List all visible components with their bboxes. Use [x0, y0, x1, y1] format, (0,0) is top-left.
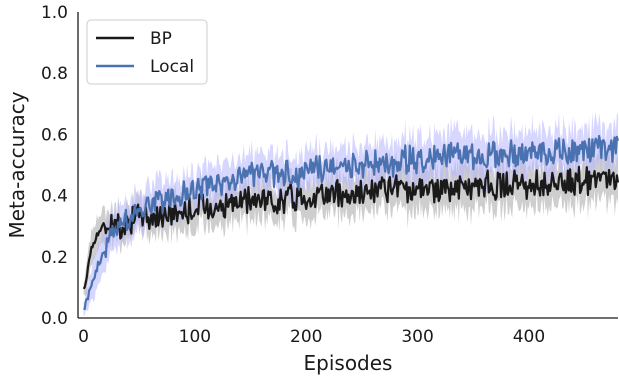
legend-label-bp: BP: [150, 29, 172, 49]
y-tick-labels: 0.0 0.2 0.4 0.6 0.8 1.0: [41, 3, 68, 329]
y-tick-label: 0.4: [41, 187, 68, 207]
y-tick-label: 0.6: [41, 125, 68, 145]
y-tick-label: 1.0: [41, 3, 68, 23]
x-tick-label: 100: [179, 327, 211, 347]
x-tick-label: 400: [513, 327, 545, 347]
x-axis-title: Episodes: [304, 351, 393, 375]
legend: BP Local: [87, 20, 207, 84]
y-tick-label: 0.0: [41, 309, 68, 329]
x-tick-label: 300: [401, 327, 433, 347]
legend-label-local: Local: [150, 57, 194, 77]
x-tick-labels: 0 100 200 300 400: [78, 327, 545, 347]
x-tick-label: 0: [78, 327, 89, 347]
x-tick-label: 200: [290, 327, 322, 347]
y-axis-title: Meta-accuracy: [5, 91, 29, 238]
y-tick-label: 0.2: [41, 248, 68, 268]
y-tick-label: 0.8: [41, 64, 68, 84]
